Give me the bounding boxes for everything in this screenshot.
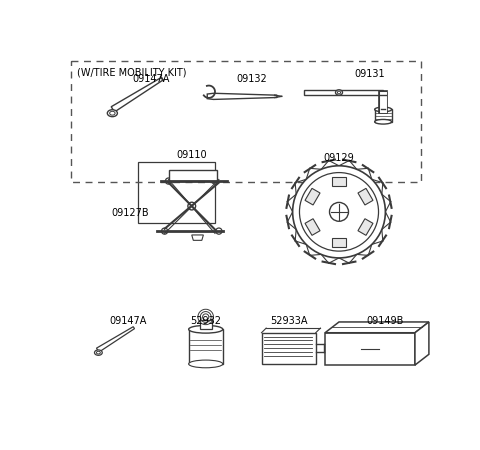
- Circle shape: [162, 228, 168, 234]
- Circle shape: [300, 173, 379, 251]
- Circle shape: [212, 178, 218, 184]
- Bar: [189, 329, 223, 364]
- Circle shape: [188, 202, 196, 210]
- Polygon shape: [192, 235, 204, 240]
- Polygon shape: [358, 189, 373, 205]
- Polygon shape: [332, 238, 346, 247]
- Text: 09110: 09110: [177, 150, 207, 160]
- Bar: [71, 61, 421, 182]
- Circle shape: [293, 166, 385, 258]
- Text: 09147A: 09147A: [109, 316, 147, 326]
- Text: (W/TIRE MOBILITY KIT): (W/TIRE MOBILITY KIT): [77, 67, 187, 77]
- Ellipse shape: [108, 110, 118, 117]
- Polygon shape: [305, 219, 320, 235]
- Ellipse shape: [375, 119, 392, 124]
- Polygon shape: [96, 327, 134, 352]
- Circle shape: [329, 202, 348, 221]
- Ellipse shape: [336, 90, 343, 95]
- Polygon shape: [375, 109, 392, 122]
- Bar: [262, 333, 316, 364]
- Polygon shape: [111, 77, 163, 112]
- Ellipse shape: [95, 350, 102, 356]
- Circle shape: [166, 178, 172, 184]
- Text: 09129: 09129: [324, 153, 354, 162]
- Polygon shape: [415, 322, 429, 365]
- Text: 52932: 52932: [190, 316, 221, 326]
- Circle shape: [216, 228, 222, 234]
- Ellipse shape: [337, 91, 340, 94]
- Ellipse shape: [189, 360, 223, 368]
- Ellipse shape: [375, 107, 392, 112]
- Polygon shape: [305, 189, 320, 205]
- Text: 09149B: 09149B: [367, 316, 404, 326]
- Ellipse shape: [96, 351, 100, 354]
- Text: 52933A: 52933A: [270, 316, 307, 326]
- Polygon shape: [358, 219, 373, 235]
- Bar: [200, 320, 212, 329]
- Polygon shape: [207, 93, 277, 99]
- Text: 09147A: 09147A: [133, 74, 170, 84]
- Polygon shape: [304, 90, 383, 95]
- Ellipse shape: [109, 111, 115, 115]
- Text: 09132: 09132: [237, 74, 267, 84]
- Bar: [137, 162, 215, 223]
- Ellipse shape: [189, 325, 223, 333]
- Polygon shape: [325, 322, 429, 333]
- Text: 09131: 09131: [355, 69, 385, 79]
- Polygon shape: [168, 170, 217, 181]
- Bar: [325, 333, 415, 365]
- Text: 09127B: 09127B: [111, 208, 149, 218]
- Polygon shape: [332, 177, 346, 186]
